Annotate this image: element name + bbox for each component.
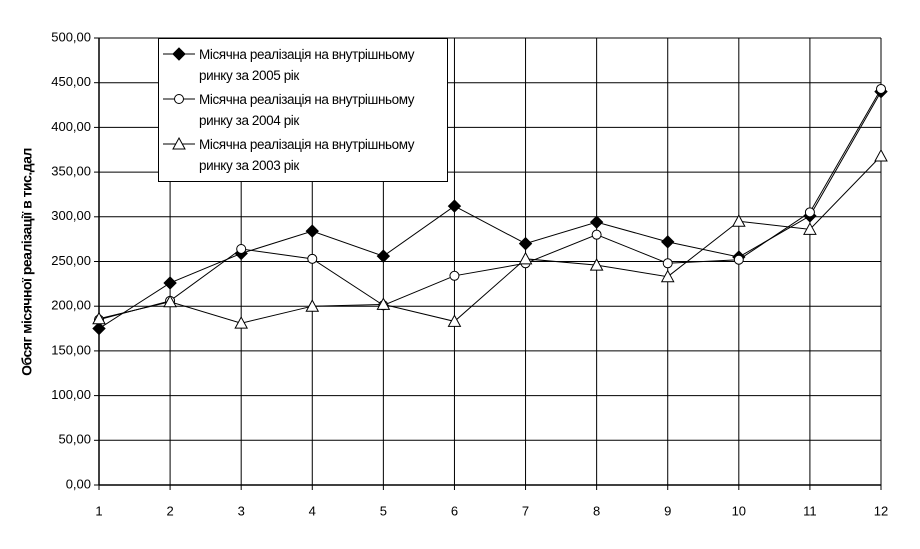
- y-tick-label: 0,00: [66, 476, 91, 491]
- legend-marker: [174, 94, 184, 104]
- legend-label: Місячна реалізація на внутрішньому ринку…: [199, 92, 415, 128]
- data-point: [236, 243, 247, 254]
- data-point: [662, 258, 673, 269]
- data-point: [874, 148, 888, 162]
- data-point: [731, 214, 746, 227]
- data-point: [447, 314, 462, 327]
- y-tick-label: 50,00: [58, 432, 91, 447]
- x-tick-label: 1: [95, 503, 102, 518]
- legend-entry: Місячна реалізація на внутрішньому ринку…: [159, 44, 447, 86]
- legend-entry: Місячна реалізація на внутрішньому ринку…: [159, 134, 447, 176]
- series-line: [98, 88, 882, 321]
- data-point: [518, 236, 533, 251]
- series-line: [98, 155, 882, 324]
- legend-marker: [172, 136, 186, 150]
- data-point: [305, 224, 319, 238]
- legend-label: Місячна реалізація на внутрішньому ринку…: [199, 137, 415, 173]
- data-point: [733, 254, 744, 265]
- y-tick-label: 200,00: [51, 298, 91, 313]
- legend-icon: [163, 94, 195, 104]
- data-point: [163, 294, 177, 308]
- series-line: [98, 91, 882, 329]
- legend-marker: [172, 47, 186, 61]
- x-tick-label: 6: [451, 503, 458, 518]
- x-tick-label: 12: [874, 503, 888, 518]
- data-point: [449, 270, 460, 281]
- x-tick-label: 11: [803, 503, 817, 518]
- y-tick-label: 150,00: [51, 342, 91, 357]
- y-tick-label: 350,00: [51, 164, 91, 179]
- y-tick-label: 100,00: [51, 387, 91, 402]
- data-point: [305, 299, 320, 312]
- data-point: [876, 83, 886, 94]
- data-point: [92, 321, 106, 336]
- y-tick-label: 300,00: [51, 208, 91, 223]
- data-point: [589, 215, 604, 229]
- x-tick-label: 2: [166, 503, 173, 518]
- data-point: [661, 235, 675, 249]
- y-tick-label: 400,00: [51, 119, 91, 134]
- data-point: [803, 222, 817, 235]
- data-point: [376, 297, 391, 310]
- y-tick-label: 450,00: [51, 74, 91, 89]
- y-axis-label: Обсяг місячної реалізації в тис.дал: [19, 148, 35, 376]
- data-point: [92, 311, 106, 325]
- data-point: [591, 229, 602, 240]
- data-point: [589, 258, 604, 271]
- x-tick-label: 9: [664, 503, 671, 518]
- y-tick-label: 500,00: [51, 29, 91, 44]
- data-point: [376, 249, 391, 263]
- legend-entry: Місячна реалізація на внутрішньому ринку…: [159, 89, 447, 131]
- x-tick-label: 7: [522, 503, 529, 518]
- x-tick-label: 5: [380, 503, 387, 518]
- x-tick-label: 4: [309, 503, 316, 518]
- legend-icon: [163, 136, 195, 150]
- x-tick-label: 3: [238, 503, 245, 518]
- data-point: [518, 251, 533, 265]
- x-tick-label: 8: [593, 503, 600, 518]
- data-point: [447, 199, 462, 213]
- data-point: [804, 207, 815, 218]
- y-tick-label: 250,00: [51, 253, 91, 268]
- x-tick-label: 10: [732, 503, 746, 518]
- data-point: [307, 253, 318, 264]
- data-point: [660, 269, 675, 283]
- data-point: [163, 276, 177, 290]
- data-point: [234, 316, 249, 329]
- legend-icon: [163, 47, 195, 61]
- legend: Місячна реалізація на внутрішньому ринку…: [158, 38, 448, 182]
- legend-label: Місячна реалізація на внутрішньому ринку…: [199, 47, 415, 83]
